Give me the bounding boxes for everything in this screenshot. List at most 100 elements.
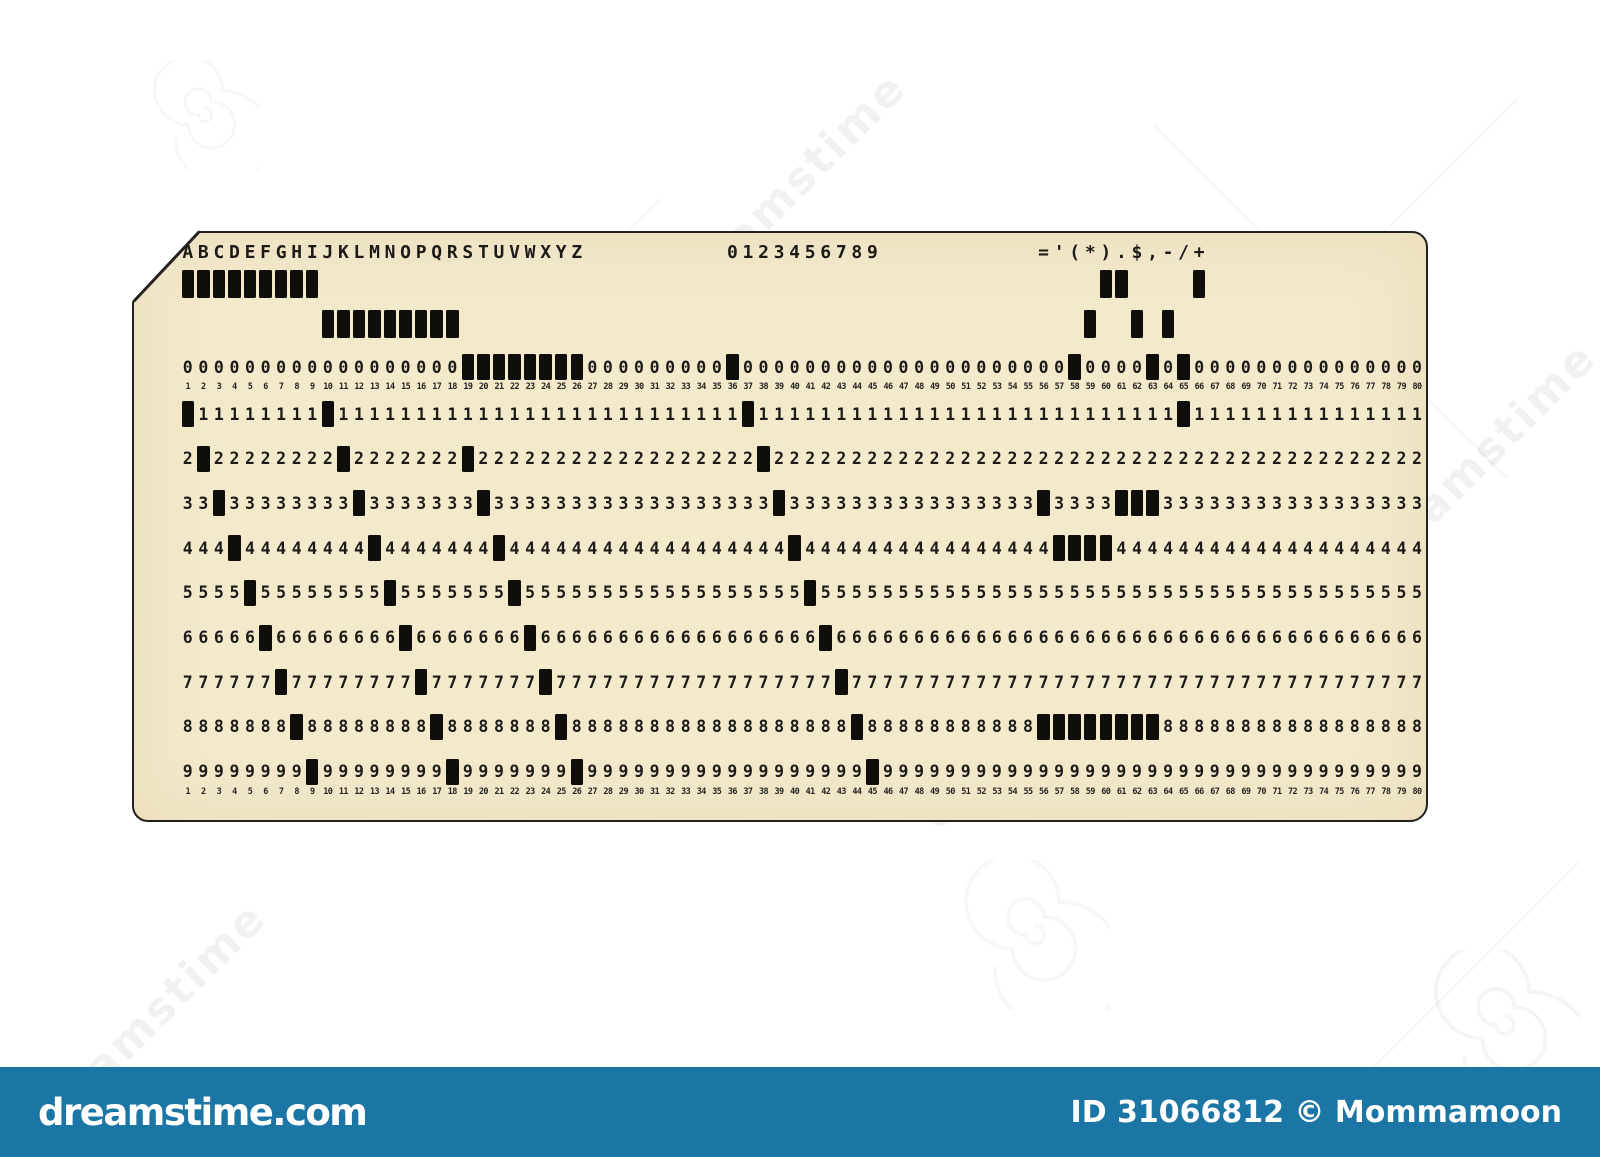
printed-digit: 7 — [711, 672, 722, 692]
printed-digit: 5 — [1412, 583, 1422, 603]
printed-digit: 2 — [960, 449, 971, 469]
column-number: 15 — [401, 381, 411, 392]
printed-digit: 9 — [353, 762, 364, 782]
printed-digit: 5 — [1209, 583, 1220, 603]
printed-digit: 5 — [696, 583, 707, 603]
printed-digit: 3 — [369, 493, 380, 513]
printed-digit: 5 — [291, 583, 302, 603]
column-number: 9 — [309, 381, 315, 392]
printed-digit: 1 — [213, 404, 224, 424]
printed-digit: 2 — [229, 449, 240, 469]
printed-digit: 9 — [742, 762, 753, 782]
punch-hole — [320, 310, 336, 338]
printed-digit: 6 — [914, 628, 925, 647]
printed-digit: 2 — [1365, 449, 1376, 469]
column-number: 58 — [1070, 786, 1080, 797]
printed-digit: 9 — [1287, 762, 1298, 782]
printed-digit: 2 — [929, 449, 940, 469]
punch-hole — [211, 489, 227, 517]
printed-digit: 9 — [1163, 762, 1173, 782]
printed-digit: 3 — [1240, 493, 1251, 513]
printed-digit: 3 — [1349, 493, 1360, 513]
printed-digit: 9 — [260, 762, 271, 782]
printed-char: A — [182, 241, 194, 263]
punch-hole — [476, 353, 492, 381]
printed-digit: 9 — [1100, 762, 1111, 782]
column-number: 51 — [961, 786, 971, 797]
printed-digit: 2 — [1256, 449, 1267, 469]
column-number: 78 — [1381, 786, 1391, 797]
printed-digit: 7 — [1334, 672, 1345, 692]
printed-digit: 7 — [1240, 672, 1251, 692]
column-number: 57 — [1054, 786, 1065, 797]
printed-digit: 9 — [680, 762, 691, 782]
printed-digit: 0 — [1240, 357, 1251, 377]
printed-digit: 3 — [758, 493, 769, 513]
punch-hole — [1082, 310, 1098, 338]
printed-char: , — [1147, 241, 1158, 263]
printed-digit: 5 — [929, 583, 940, 603]
printed-digit: 6 — [898, 628, 909, 647]
printed-digit: 5 — [1054, 583, 1065, 603]
printed-digit: 7 — [400, 672, 411, 692]
printed-digit: 9 — [525, 762, 536, 782]
printed-digit: 4 — [478, 538, 489, 558]
printed-digit: 3 — [447, 493, 458, 513]
printed-char: I — [306, 241, 318, 263]
printed-digit: 1 — [1334, 404, 1345, 424]
printed-digit: 5 — [213, 583, 224, 603]
printed-digit: 2 — [836, 449, 847, 469]
printed-digit: 2 — [711, 449, 722, 469]
punch-hole — [818, 624, 834, 652]
printed-digit: 6 — [945, 628, 956, 647]
printed-digit: 5 — [1396, 583, 1407, 603]
printed-digit: 6 — [1147, 628, 1158, 647]
printed-digit: 2 — [634, 449, 644, 469]
printed-digit: 8 — [1225, 717, 1236, 737]
printed-digit: 9 — [1412, 762, 1422, 782]
printed-digit: 0 — [276, 357, 287, 377]
printed-digit: 7 — [1349, 672, 1360, 692]
printed-digit: 2 — [1318, 449, 1329, 469]
punch-hole — [725, 353, 741, 381]
printed-digit: 7 — [587, 672, 598, 692]
printed-digit: 5 — [602, 583, 613, 603]
printed-digit: 8 — [571, 717, 582, 737]
printed-digit: 3 — [789, 493, 800, 513]
printed-digit: 9 — [851, 762, 862, 782]
printed-digit: 6 — [774, 628, 784, 647]
printed-digit: 0 — [1412, 357, 1422, 377]
column-number: 52 — [976, 786, 987, 797]
printed-digit: 5 — [198, 583, 209, 603]
printed-digit: 7 — [1007, 672, 1018, 692]
printed-digit: 7 — [1209, 672, 1220, 692]
printed-digit: 6 — [322, 628, 333, 647]
printed-digit: 7 — [1038, 672, 1049, 692]
printed-digit: 4 — [742, 538, 753, 558]
printed-digit: 5 — [322, 583, 333, 603]
printed-digit: 4 — [338, 538, 349, 558]
column-number: 49 — [930, 786, 940, 797]
printed-digit: 5 — [276, 583, 287, 603]
printed-digit: 4 — [929, 538, 940, 558]
punch-hole — [398, 310, 414, 338]
printed-digit: 9 — [322, 762, 333, 782]
printed-digit: 1 — [1054, 404, 1065, 424]
printed-digit: 3 — [851, 493, 862, 513]
printed-digit: 9 — [509, 762, 520, 782]
printed-digit: 7 — [1100, 672, 1111, 692]
printed-char: M — [369, 241, 380, 263]
printed-digit: 8 — [929, 717, 940, 737]
column-number: 17 — [432, 381, 442, 392]
printed-digit: 0 — [1225, 357, 1236, 377]
punch-hole — [849, 713, 865, 741]
printed-digit: 8 — [182, 717, 193, 737]
printed-digit: 9 — [711, 762, 722, 782]
printed-digit: 7 — [696, 672, 707, 692]
printed-digit: 6 — [431, 628, 442, 647]
punched-card: A B C D E F G H I J K L M N O P Q R S T U V W X Y Z 0 1 2 3 4 5 6 7 8 9 = '(*… — [130, 229, 1428, 822]
printed-digit: 4 — [1240, 538, 1251, 558]
printed-digit: 1 — [1396, 404, 1407, 424]
printed-char: E — [244, 241, 256, 263]
printed-digit: 2 — [914, 449, 925, 469]
